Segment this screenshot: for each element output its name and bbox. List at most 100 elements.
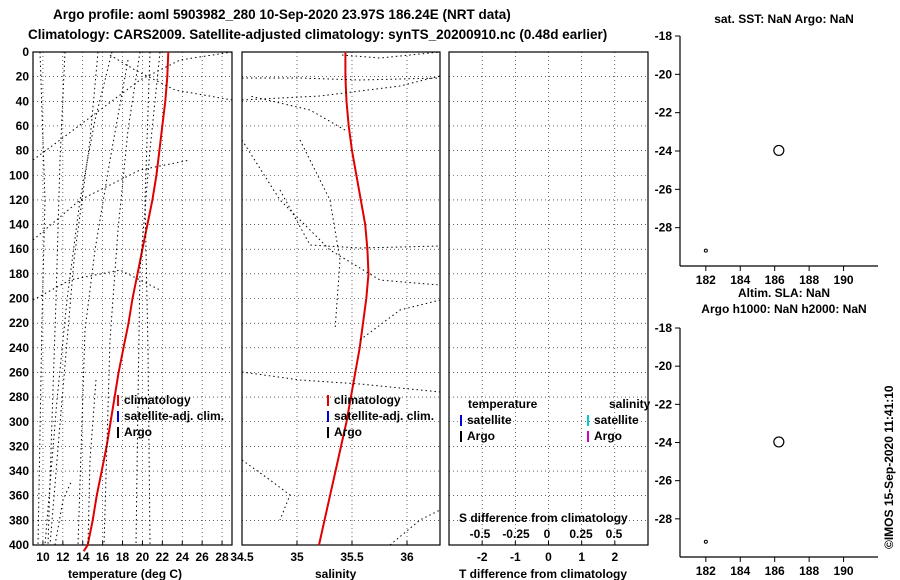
y-tick-label: 300 (9, 415, 29, 429)
y-tick-label: 60 (16, 119, 30, 133)
title-line-1: Argo profile: aoml 5903982_280 10-Sep-20… (53, 7, 511, 22)
x-tick-label: 18 (116, 550, 130, 564)
climatology-spread-line (135, 51, 161, 546)
x-tick-label: 0 (545, 550, 552, 564)
map-x-tick-label: 184 (730, 273, 750, 287)
reference-dot (703, 248, 708, 253)
y-tick-label: 180 (9, 267, 29, 281)
legend-label: satellite (467, 413, 512, 427)
x-tick-label: 28 (215, 550, 229, 564)
difference-panel: -2 -1 0 1 2 T difference from climatology temp… (448, 51, 651, 580)
watermark: ©IMOS 15-Sep-2020 11:41:10 (882, 385, 896, 549)
map-y-tick-label: -18 (655, 321, 673, 335)
map-x-tick-label: 182 (696, 564, 716, 578)
y-tick-label: 20 (16, 70, 30, 84)
y-tick-label: 100 (9, 168, 29, 182)
x-axis-label: temperature (deg C) (68, 567, 182, 580)
y-tick-label: 380 (9, 513, 29, 527)
plot-frame (241, 51, 441, 546)
y-tick-label: 40 (16, 94, 30, 108)
map-x-tick-label: 186 (765, 273, 785, 287)
y-tick-label: 160 (9, 242, 29, 256)
legend-label: satellite-adj. clim. (334, 409, 434, 423)
map-x-tick-label: 188 (799, 564, 819, 578)
salinity-panel: 34.5 35 35.5 36 salinity climatology satellite… (230, 51, 441, 580)
reference-dot (703, 539, 708, 544)
map-y-tick-label: -26 (655, 182, 673, 196)
map-x-tick-label: 190 (834, 564, 854, 578)
x-tick-label: -1 (510, 550, 521, 564)
map-title: Altim. SLA: NaN (738, 286, 830, 300)
map-y-tick-label: -28 (655, 221, 673, 235)
map-y-tick-label: -20 (655, 67, 673, 81)
top-tick-label: 0.25 (569, 527, 593, 541)
map-x-tick-label: 184 (730, 564, 750, 578)
map-y-tick-label: -26 (655, 474, 673, 488)
y-tick-label: 280 (9, 390, 29, 404)
map-x-tick-label: 188 (799, 273, 819, 287)
sst-map-panel: -18 -20 -22 -24 -26 -28 182 184 186 188 190 sat. SS… (655, 12, 878, 287)
y-tick-label: 0 (22, 45, 29, 59)
x-tick-label: 2 (611, 550, 618, 564)
climatology-spread-line (241, 75, 441, 101)
sla-map-panel: -18 -20 -22 -24 -26 -28 182 184 186 188 190 Altim. … (655, 286, 878, 578)
climatology-spread-line (32, 269, 161, 301)
title-line-2: Climatology: CARS2009. Satellite-adjuste… (28, 27, 607, 42)
map-y-tick-label: -20 (655, 359, 673, 373)
plot-frame (448, 51, 649, 546)
y-tick-label: 120 (9, 193, 29, 207)
map-y-tick-label: -22 (655, 397, 673, 411)
x-tick-label: 35 (290, 550, 304, 564)
y-tick-label: 220 (9, 316, 29, 330)
y-tick-label: 240 (9, 341, 29, 355)
map-x-tick-label: 182 (696, 273, 716, 287)
climatology-spread-line (241, 459, 291, 521)
plot-frame (32, 51, 233, 546)
climatology-spread-line (47, 51, 66, 546)
top-tick-label: 0 (544, 527, 551, 541)
x-axis-label: salinity (315, 567, 357, 580)
y-tick-label: 400 (9, 538, 29, 552)
legend-label: satellite (594, 413, 639, 427)
series-climatology (82, 51, 170, 552)
climatology-spread-line (32, 51, 233, 161)
y-tick-label: 140 (9, 218, 29, 232)
x-axis-label: T difference from climatology (459, 567, 627, 580)
legend-label: Argo (334, 425, 362, 439)
legend-label: Argo (124, 425, 152, 439)
top-axis-label: S difference from climatology (459, 511, 628, 525)
map-y-tick-label: -18 (655, 29, 673, 43)
climatology-spread-line (389, 509, 441, 546)
x-tick-label: 10 (36, 550, 50, 564)
series-climatology (318, 52, 370, 546)
climatology-spread-line (249, 95, 346, 131)
map-y-tick-label: -24 (655, 436, 673, 450)
x-tick-label: -2 (477, 550, 488, 564)
climatology-spread-line (32, 159, 191, 241)
climatology-spread-line (359, 299, 441, 341)
legend-header: temperature (468, 397, 538, 411)
y-tick-label: 200 (9, 292, 29, 306)
legend-label: climatology (124, 393, 191, 407)
map-x-tick-label: 190 (834, 273, 854, 287)
x-tick-label: 35.5 (340, 550, 364, 564)
climatology-spread-line (49, 51, 99, 546)
climatology-spread-line (241, 371, 441, 393)
temperature-panel: 10 12 14 16 18 20 22 24 26 28 temperature (deg C) 0… (9, 45, 233, 580)
x-tick-label: 26 (195, 550, 209, 564)
y-tick-label: 340 (9, 464, 29, 478)
climatology-spread-line (54, 479, 73, 546)
y-tick-label: 80 (16, 144, 30, 158)
y-tick-label: 360 (9, 489, 29, 503)
top-tick-label: 0.5 (606, 527, 623, 541)
x-tick-label: 36 (400, 550, 414, 564)
top-tick-label: -0.5 (470, 527, 491, 541)
x-tick-label: 1 (578, 550, 585, 564)
climatology-spread-line (241, 139, 441, 286)
climatology-spread-line (77, 59, 129, 546)
x-tick-label: 24 (176, 550, 190, 564)
y-tick-label: 320 (9, 439, 29, 453)
argo-position-marker (773, 436, 785, 448)
map-y-tick-label: -22 (655, 106, 673, 120)
